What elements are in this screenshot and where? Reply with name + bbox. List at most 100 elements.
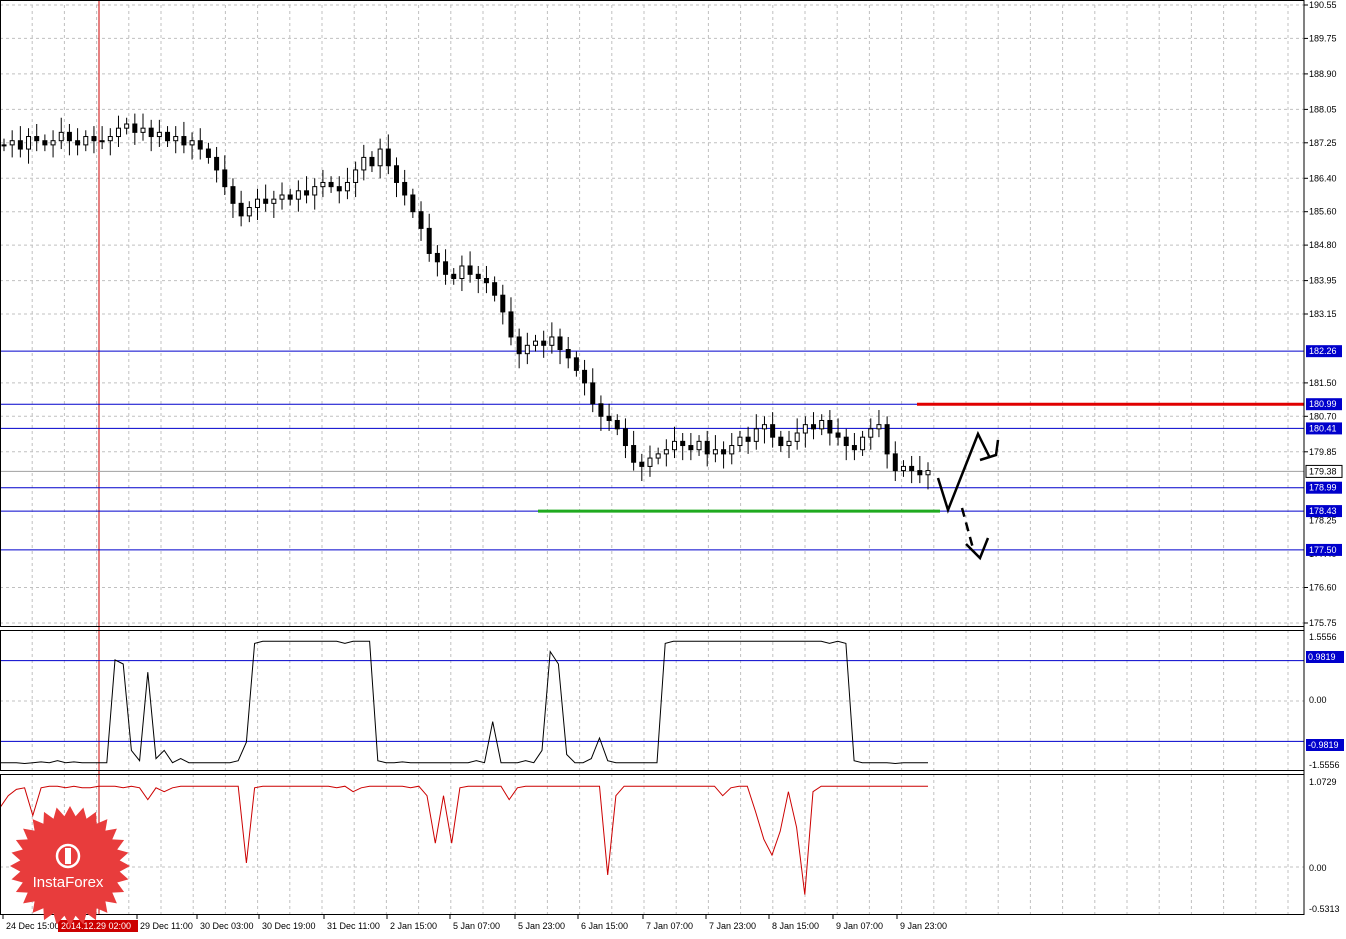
candle-body — [851, 445, 857, 451]
candle-body — [124, 123, 130, 129]
candle-body — [295, 190, 301, 200]
candle-body — [328, 181, 334, 188]
candle-body — [361, 156, 367, 171]
x-tick-label: 30 Dec 03:00 — [200, 921, 254, 931]
indicator-1-tick-label: -1.5556 — [1309, 760, 1340, 770]
candle-body — [753, 428, 759, 442]
candle-body — [639, 461, 645, 467]
candle-body — [246, 207, 252, 217]
candle-body — [500, 294, 506, 313]
candle-body — [606, 415, 612, 421]
candle-body — [165, 131, 171, 142]
level-tag-label: 180.99 — [1309, 399, 1337, 409]
indicator-2-tick-label: -0.5313 — [1309, 904, 1340, 914]
candle-body — [516, 336, 522, 355]
candle-body — [353, 169, 359, 183]
candle-body — [475, 273, 481, 280]
candle-body — [582, 369, 588, 384]
candle-body — [786, 440, 792, 447]
candle-body — [173, 136, 179, 142]
forecast-arrowhead-down — [965, 537, 990, 561]
x-tick-label: 24 Dec 15:00 — [6, 921, 60, 931]
candle-body — [590, 382, 596, 405]
candle-body — [99, 140, 105, 143]
forecast-arrows — [936, 430, 1000, 561]
candle-body — [492, 282, 498, 296]
candle-body — [860, 436, 866, 451]
y-tick-label: 179.85 — [1309, 447, 1337, 457]
y-tick-label: 188.90 — [1309, 69, 1337, 79]
x-tick-label: 29 Dec 11:00 — [140, 921, 193, 931]
candle-body — [344, 181, 350, 192]
candle-body — [721, 449, 727, 455]
x-tick-label: 9 Jan 23:00 — [900, 921, 947, 931]
candle-body — [287, 194, 293, 200]
candle-body — [336, 186, 342, 192]
candle-body — [778, 436, 784, 447]
indicator-1-level-label: -0.9819 — [1308, 740, 1339, 750]
pane-frame — [0, 630, 1305, 771]
candle-body — [304, 190, 310, 196]
candle-body — [761, 424, 767, 430]
level-tag — [1306, 543, 1342, 556]
candle-body — [549, 336, 555, 346]
candle-body — [91, 136, 97, 142]
y-tick-label: 183.95 — [1309, 276, 1337, 286]
indicator-2-tick-label: 1.0729 — [1309, 777, 1337, 787]
candle-body — [410, 194, 416, 213]
grid — [0, 0, 1304, 914]
indicator-2-plot — [0, 785, 928, 895]
candle-body — [737, 436, 743, 447]
x-tick-label: 7 Jan 07:00 — [646, 921, 693, 931]
candle-body — [925, 470, 931, 476]
y-tick-label: 188.05 — [1309, 104, 1337, 114]
candle-body — [238, 202, 244, 217]
candle-body — [631, 445, 637, 463]
candle-body — [647, 457, 653, 467]
candle-body — [819, 419, 825, 430]
y-tick-label: 180.70 — [1309, 411, 1337, 421]
candle-body — [418, 211, 424, 229]
candle-body — [672, 440, 678, 451]
candle-body — [483, 278, 489, 284]
candle-body — [892, 453, 898, 472]
indicator-1-tick-label: 1.5556 — [1309, 632, 1337, 642]
candle-body — [802, 424, 808, 434]
candle-body — [524, 344, 530, 355]
candle-body — [680, 440, 686, 447]
candle-body — [66, 131, 72, 142]
candle-body — [541, 340, 547, 346]
logo-text: InstaForex — [33, 874, 104, 891]
candle-body — [279, 194, 285, 200]
candle-body — [148, 127, 154, 138]
candle-body — [843, 436, 849, 447]
candle-body — [1, 144, 7, 147]
candle-body — [663, 449, 669, 455]
cursor-label: 2014.12.29 02:00 — [61, 921, 131, 931]
candle-body — [230, 186, 236, 204]
y-tick-label: 185.60 — [1309, 207, 1337, 217]
x-tick-label: 31 Dec 11:00 — [327, 921, 380, 931]
level-tag — [1306, 345, 1342, 358]
candle-body — [794, 432, 800, 442]
candle-body — [614, 419, 620, 430]
candle-body — [393, 165, 399, 183]
candle-body — [827, 419, 833, 434]
candle-body — [42, 140, 48, 146]
level-tag — [1306, 398, 1342, 411]
y-tick-label: 181.50 — [1309, 378, 1337, 388]
y-tick-label: 187.25 — [1309, 138, 1337, 148]
candle-body — [704, 440, 710, 455]
x-tick-label: 5 Jan 07:00 — [453, 921, 500, 931]
candle-body — [729, 445, 735, 455]
candle-body — [467, 265, 473, 275]
indicator-1-level-tag — [1306, 739, 1344, 751]
candle-body — [17, 140, 23, 150]
candle-body — [696, 440, 702, 451]
indicator-1-line — [0, 640, 928, 765]
y-tick-label: 184.80 — [1309, 240, 1337, 250]
candle-body — [565, 348, 571, 359]
candle-body — [745, 436, 751, 442]
level-tag-label: 177.50 — [1309, 545, 1337, 555]
